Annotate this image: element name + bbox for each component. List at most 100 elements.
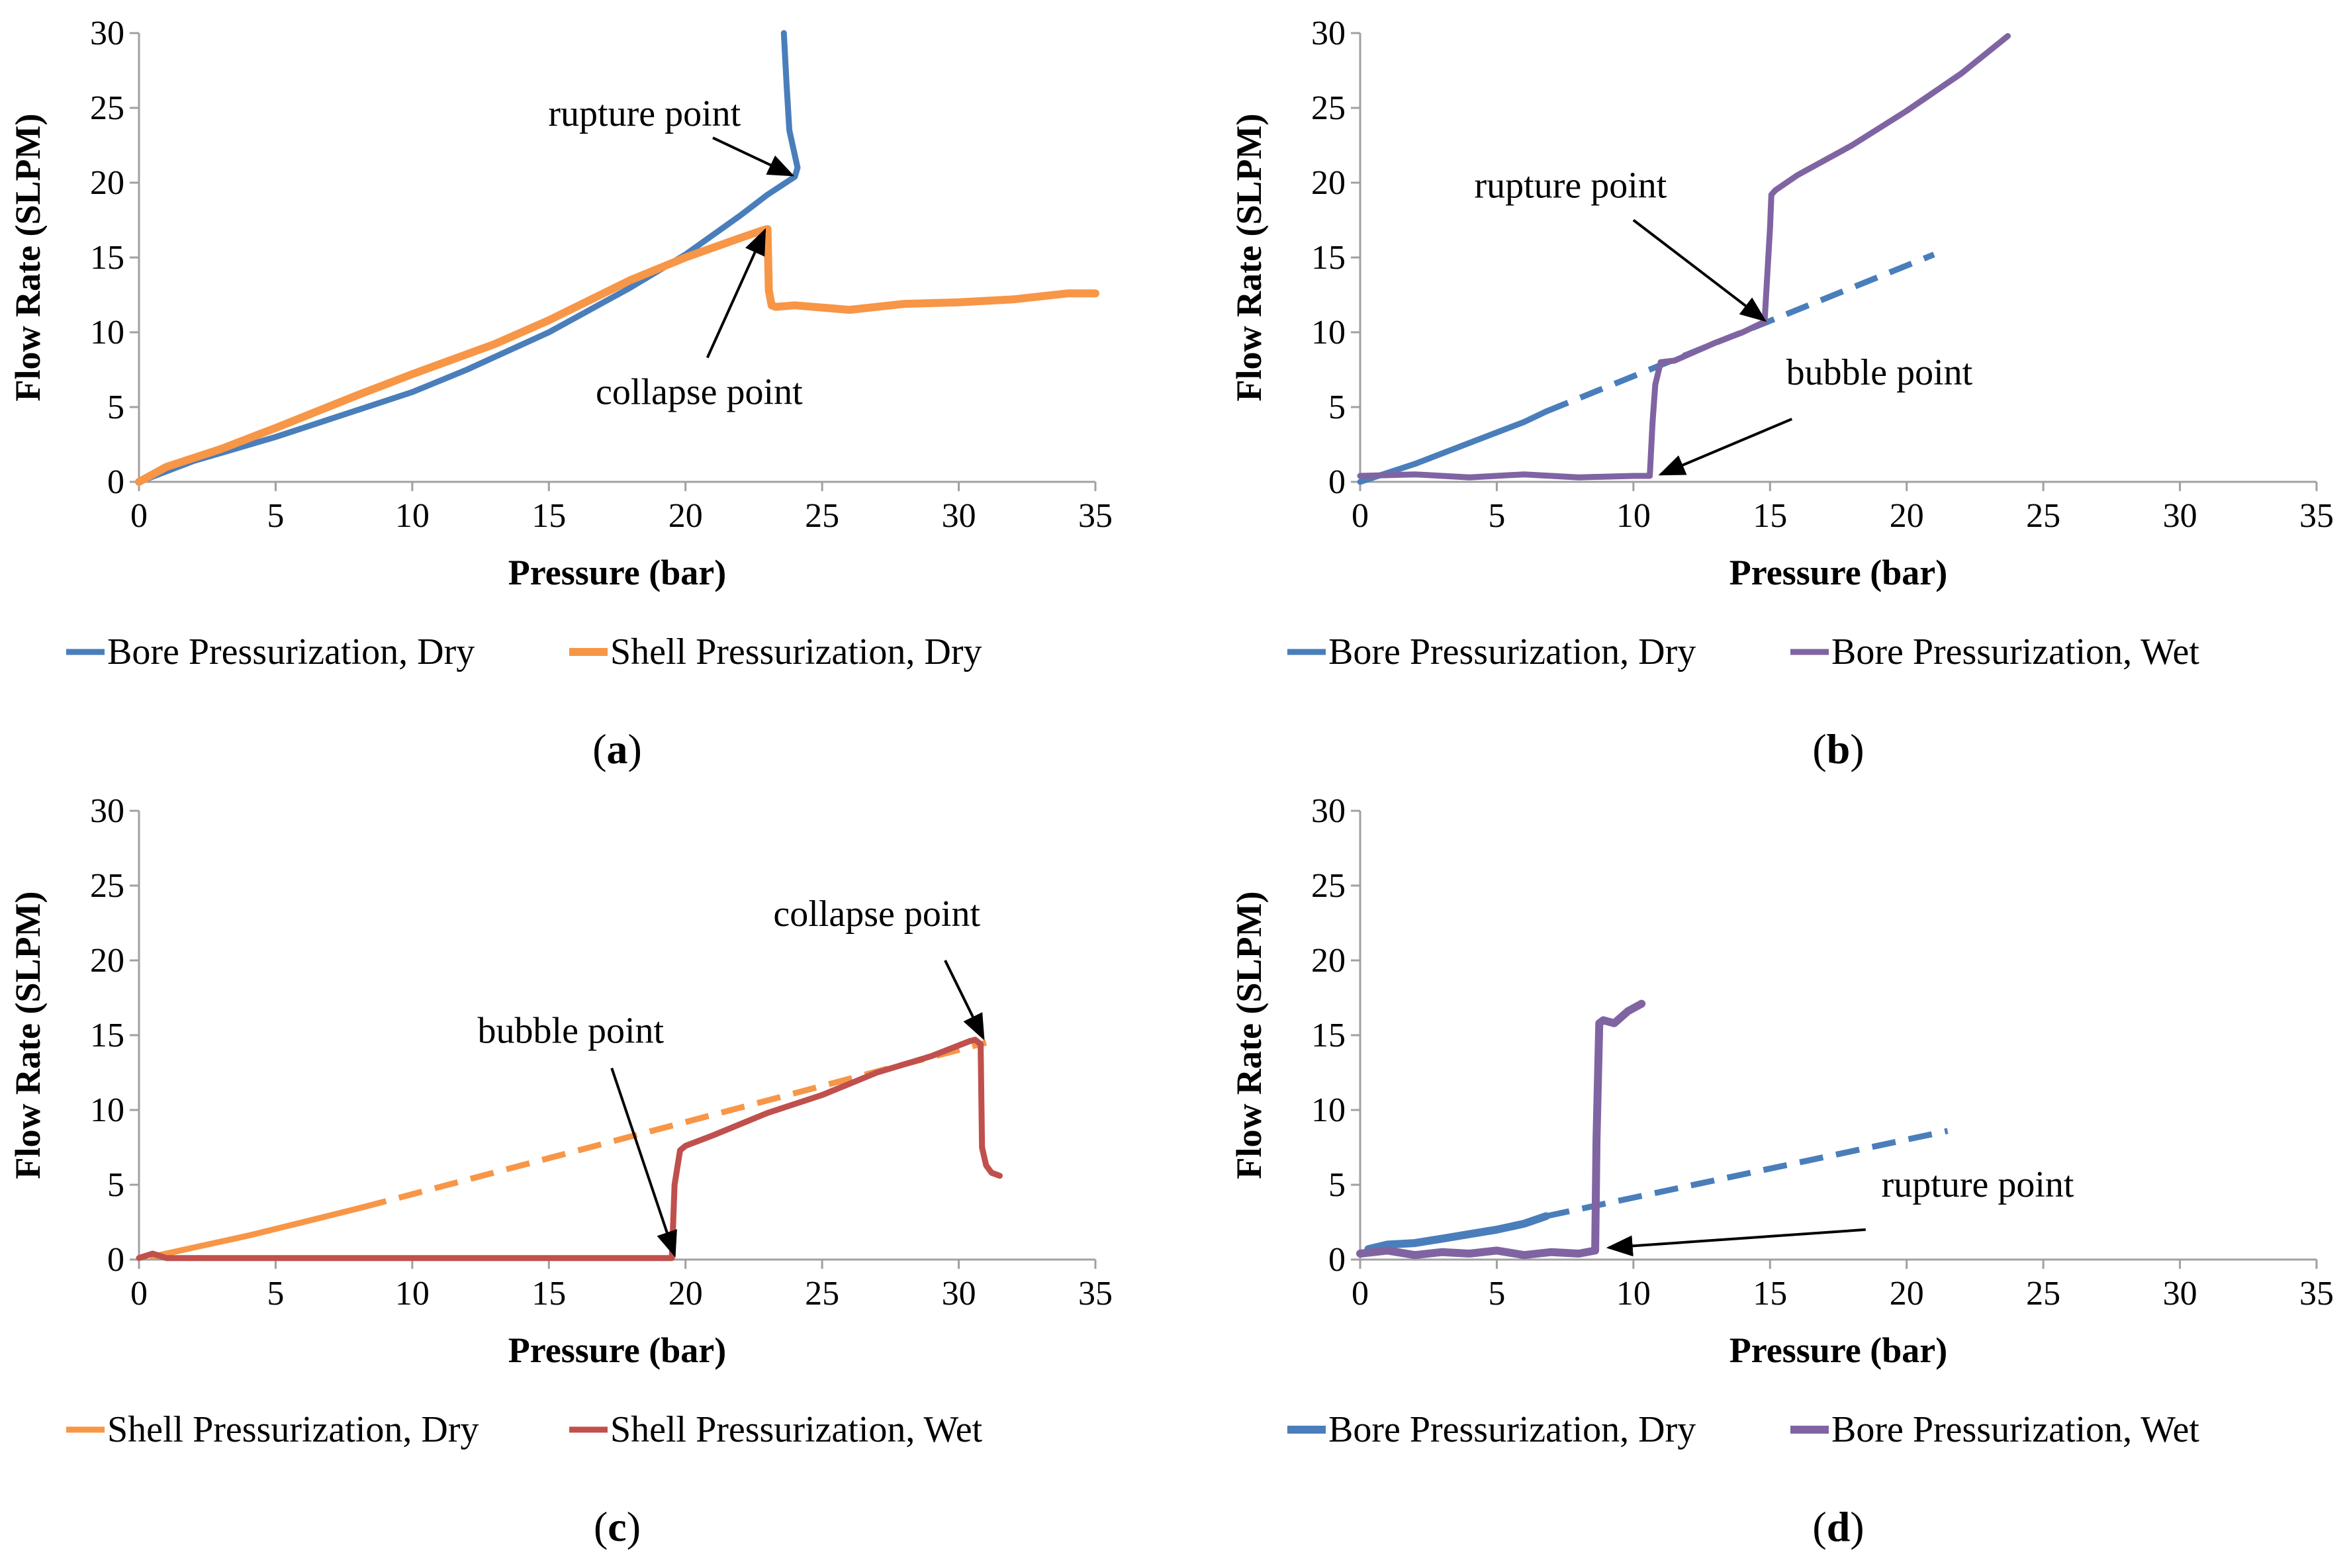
plot-a: 0 5 10 15 20 25 30 0 5 10 15 20 25 30 35 bbox=[90, 15, 1113, 535]
y-tick-label-a-1: 5 bbox=[107, 389, 124, 426]
y-tick-label-c-6: 30 bbox=[90, 792, 124, 830]
series-d-1 bbox=[1545, 1128, 1949, 1219]
x-tick-label-b-5: 25 bbox=[2026, 497, 2060, 535]
series-a-1 bbox=[135, 225, 1099, 486]
legend-label-c-0: Shell Pressurization, Dry bbox=[107, 1409, 479, 1450]
legend-label-b-0: Bore Pressurization, Dry bbox=[1328, 631, 1696, 672]
y-tick-label-d-6: 30 bbox=[1311, 792, 1346, 830]
x-tick-label-b-4: 20 bbox=[1890, 497, 1924, 535]
x-tick-label-c-3: 15 bbox=[531, 1275, 566, 1313]
x-tick-label-d-3: 15 bbox=[1753, 1275, 1787, 1313]
panel-a: 0 5 10 15 20 25 30 0 5 10 15 20 25 30 35 Pressure (bar… bbox=[8, 15, 1113, 772]
annotation-b-1: bubble point bbox=[1786, 352, 1973, 393]
legend-b: Bore Pressurization, Dry Bore Pressuriza… bbox=[1287, 631, 2199, 672]
panel-letter-b: b bbox=[1827, 725, 1851, 772]
x-tick-label-a-7: 35 bbox=[1078, 497, 1113, 535]
y-tick-label-a-6: 30 bbox=[90, 15, 124, 52]
plot-d: 0 5 10 15 20 25 30 0 5 10 15 20 25 30 35 bbox=[1311, 792, 2334, 1313]
y-tick-label-d-4: 20 bbox=[1311, 942, 1346, 980]
series-b-2 bbox=[1357, 33, 2011, 481]
x-tick-label-d-0: 0 bbox=[1352, 1275, 1369, 1313]
y-tick-label-a-5: 25 bbox=[90, 89, 124, 127]
annotation-arrow-b-0 bbox=[1632, 218, 1767, 322]
y-axis-title-d: Flow Rate (SLPM) bbox=[1229, 892, 1269, 1179]
y-tick-label-b-0: 0 bbox=[1328, 463, 1346, 501]
y-tick-label-c-0: 0 bbox=[107, 1241, 124, 1279]
legend-label-a-0: Bore Pressurization, Dry bbox=[107, 631, 475, 672]
annotations-a: rupture point collapse point bbox=[548, 93, 803, 412]
y-tick-label-d-5: 25 bbox=[1311, 867, 1346, 905]
x-tick-label-c-1: 5 bbox=[267, 1275, 284, 1313]
legend-a: Bore Pressurization, Dry Shell Pressuriz… bbox=[66, 631, 982, 672]
series-b-0 bbox=[1357, 408, 1549, 485]
annotation-arrow-d-0 bbox=[1606, 1228, 1866, 1257]
x-tick-label-a-6: 30 bbox=[942, 497, 976, 535]
panel-d: 0 5 10 15 20 25 30 0 5 10 15 20 25 30 35 Pressure (bar… bbox=[1229, 792, 2334, 1550]
x-tick-label-c-0: 0 bbox=[130, 1275, 148, 1313]
annotations-c: collapse point bubble point bbox=[478, 894, 985, 1258]
x-axis-title-b: Pressure (bar) bbox=[1729, 553, 1947, 592]
x-tick-label-c-5: 25 bbox=[805, 1275, 839, 1313]
panel-label-a: (a) bbox=[592, 725, 642, 772]
x-tick-label-b-2: 10 bbox=[1616, 497, 1651, 535]
series-d-0 bbox=[1364, 1212, 1550, 1254]
annotations-d: rupture point bbox=[1606, 1164, 2074, 1257]
x-tick-label-a-4: 20 bbox=[668, 497, 703, 535]
y-axis-title-c: Flow Rate (SLPM) bbox=[8, 892, 48, 1179]
y-tick-label-c-1: 5 bbox=[107, 1166, 124, 1204]
panel-c: 0 5 10 15 20 25 30 0 5 10 15 20 25 30 35 Pressure (bar… bbox=[8, 792, 1113, 1550]
x-tick-label-b-3: 15 bbox=[1753, 497, 1787, 535]
y-tick-label-d-3: 15 bbox=[1311, 1017, 1346, 1054]
series-b-1 bbox=[1545, 252, 1935, 414]
annotation-arrow-b-1 bbox=[1658, 418, 1793, 476]
y-axis-title-b: Flow Rate (SLPM) bbox=[1229, 114, 1269, 402]
y-tick-label-b-5: 25 bbox=[1311, 89, 1346, 127]
x-tick-label-a-0: 0 bbox=[130, 497, 148, 535]
x-tick-label-d-2: 10 bbox=[1616, 1275, 1651, 1313]
y-tick-label-a-0: 0 bbox=[107, 463, 124, 501]
x-tick-label-c-6: 30 bbox=[942, 1275, 976, 1313]
annotation-c-0: collapse point bbox=[773, 894, 980, 935]
y-tick-label-b-1: 5 bbox=[1328, 389, 1346, 426]
y-tick-label-b-4: 20 bbox=[1311, 164, 1346, 202]
annotation-a-1: collapse point bbox=[596, 371, 803, 412]
y-tick-label-c-4: 20 bbox=[90, 942, 124, 980]
legend-label-a-1: Shell Pressurization, Dry bbox=[610, 631, 982, 672]
legend-c: Shell Pressurization, Dry Shell Pressuri… bbox=[66, 1409, 983, 1450]
x-tick-label-d-4: 20 bbox=[1890, 1275, 1924, 1313]
x-tick-label-c-4: 20 bbox=[668, 1275, 703, 1313]
annotation-arrow-a-1 bbox=[706, 228, 766, 359]
legend-d: Bore Pressurization, Dry Bore Pressuriza… bbox=[1287, 1409, 2199, 1450]
x-tick-label-a-3: 15 bbox=[531, 497, 566, 535]
series-c-0 bbox=[150, 1204, 366, 1260]
x-tick-label-b-6: 30 bbox=[2163, 497, 2197, 535]
y-tick-label-a-2: 10 bbox=[90, 314, 124, 351]
y-tick-label-c-3: 15 bbox=[90, 1017, 124, 1054]
y-tick-label-d-0: 0 bbox=[1328, 1241, 1346, 1279]
annotation-arrow-c-1 bbox=[610, 1068, 677, 1258]
annotation-d-0: rupture point bbox=[1882, 1164, 2074, 1205]
plot-c: 0 5 10 15 20 25 30 0 5 10 15 20 25 30 35 bbox=[90, 792, 1113, 1313]
annotation-c-1: bubble point bbox=[478, 1010, 665, 1051]
y-tick-label-b-2: 10 bbox=[1311, 314, 1346, 351]
x-tick-label-d-5: 25 bbox=[2026, 1275, 2060, 1313]
x-tick-label-a-1: 5 bbox=[267, 497, 284, 535]
x-tick-label-a-2: 10 bbox=[395, 497, 430, 535]
x-axis-title-a: Pressure (bar) bbox=[508, 553, 726, 592]
annotation-a-0: rupture point bbox=[548, 93, 741, 134]
annotations-b: rupture point bubble point bbox=[1474, 165, 1973, 476]
y-tick-label-a-3: 15 bbox=[90, 239, 124, 277]
legend-label-d-1: Bore Pressurization, Wet bbox=[1831, 1409, 2199, 1450]
y-tick-label-a-4: 20 bbox=[90, 164, 124, 202]
x-tick-label-b-7: 35 bbox=[2299, 497, 2334, 535]
panel-b: 0 5 10 15 20 25 30 0 5 10 15 20 25 30 35 Pressure (bar… bbox=[1229, 15, 2334, 772]
x-axis-title-d: Pressure (bar) bbox=[1729, 1330, 1947, 1370]
plot-b: 0 5 10 15 20 25 30 0 5 10 15 20 25 30 35 bbox=[1311, 15, 2334, 535]
y-tick-label-c-2: 10 bbox=[90, 1091, 124, 1129]
series-d-2 bbox=[1356, 999, 1646, 1260]
panel-label-d: (d) bbox=[1812, 1503, 1864, 1550]
x-tick-label-b-1: 5 bbox=[1488, 497, 1505, 535]
x-tick-label-d-6: 30 bbox=[2163, 1275, 2197, 1313]
y-tick-label-d-2: 10 bbox=[1311, 1091, 1346, 1129]
